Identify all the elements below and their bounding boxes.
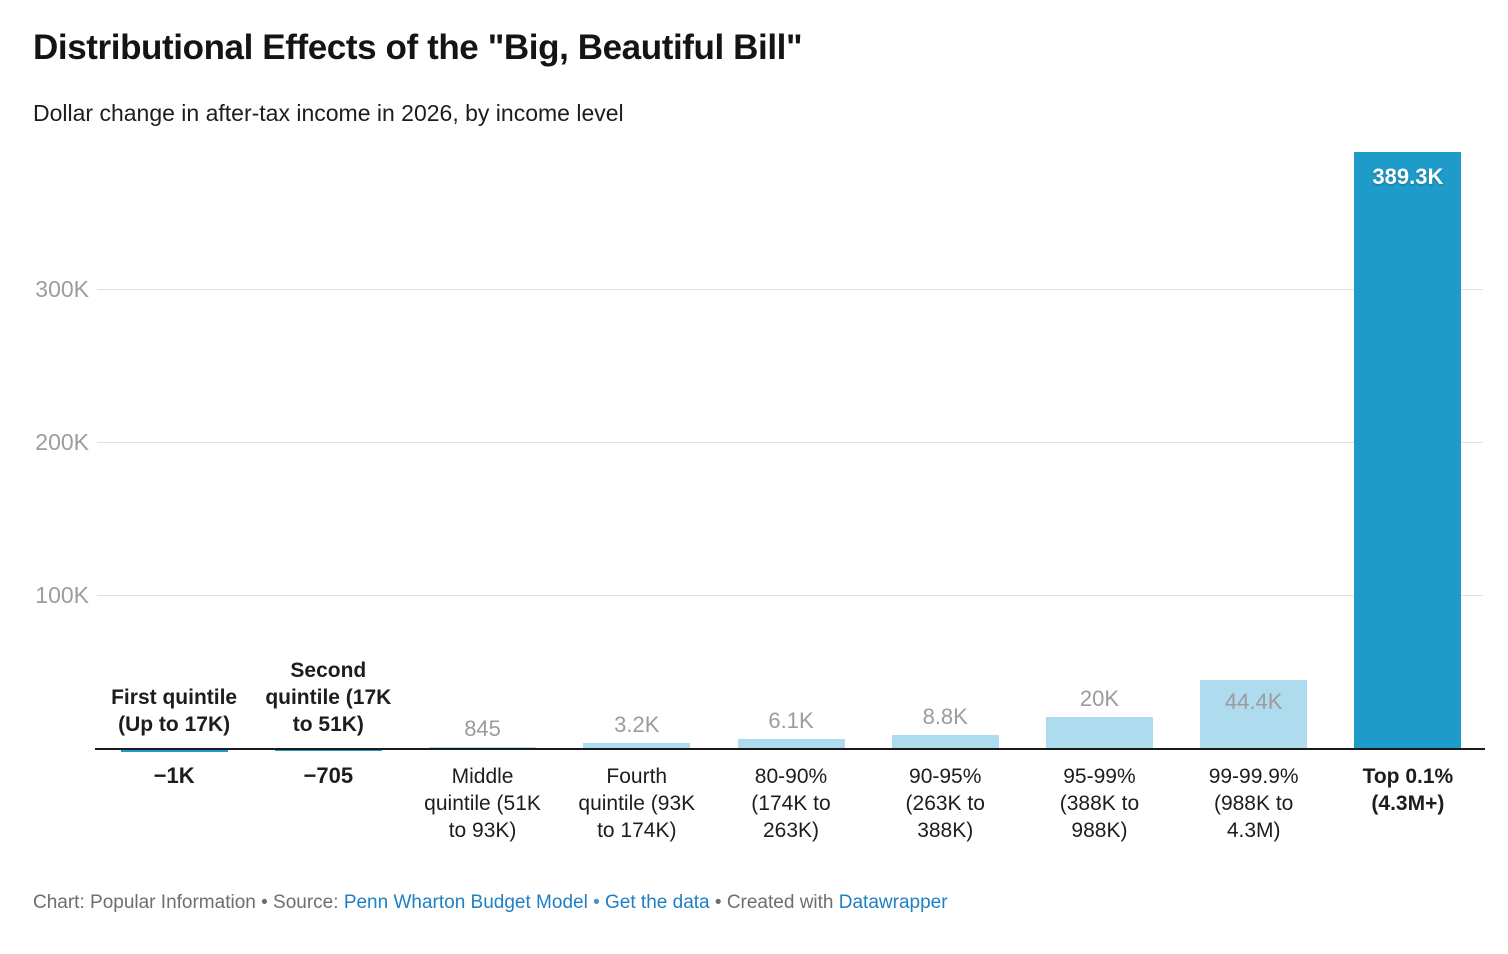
y-tick-label: 100K [35,581,89,608]
bar-8 [1200,680,1308,748]
bar-4 [583,743,691,748]
bar-category-label: Middle quintile (51K to 93K) [424,765,541,842]
bar-7 [1045,717,1153,748]
bar-category-label: 90-95% (263K to 388K) [905,765,985,842]
bar-category-label: 95-99% (388K to 988K) [1059,765,1140,842]
get-data-link[interactable]: Get the data [605,892,710,913]
bar-9 [1354,152,1462,748]
y-gridline [97,288,1483,290]
bar-value-label: 3.2K [614,712,660,737]
footer-credit: Chart: Popular Information • Source: Pen… [33,892,948,914]
y-tick-label: 300K [35,275,89,302]
bar-value-label: 20K [1079,686,1120,711]
bar-value-label: −705 [303,763,354,788]
bar-category-label: Fourth quintile (93K to 174K) [578,765,696,842]
bar-5 [737,739,845,748]
bar-value-label: 44.4K [1224,689,1283,714]
source-link[interactable]: Penn Wharton Budget Model [343,892,588,913]
y-gridline [97,594,1483,596]
bar-2 [274,750,382,751]
bar-category-label: First quintile (Up to 17K) [111,686,238,736]
bar-value-label: −1K [153,763,195,788]
bar-category-label: Second quintile (17K to 51K) [265,659,392,736]
y-gridline [97,441,1483,443]
bar-value-label: 389.3K [1372,164,1444,189]
bar-category-label: 80-90% (174K to 263K) [751,765,831,842]
bar-category-label: Top 0.1% (4.3M+) [1362,765,1454,815]
bar-category-label: 99-99.9% (988K to 4.3M) [1208,765,1299,842]
page-title: Distributional Effects of the "Big, Beau… [33,28,803,67]
page-subtitle: Dollar change in after-tax income in 202… [33,100,624,126]
separator-blue: • [587,892,606,913]
credit-text: Chart: Popular Information • Source: [33,892,344,913]
y-tick-label: 200K [35,428,89,455]
bar-value-label: 8.8K [922,704,968,729]
datawrapper-link[interactable]: Datawrapper [838,892,948,913]
x-axis-line [95,748,1485,750]
bar-6 [891,735,999,748]
bar-3 [429,747,537,748]
bar-value-label: 6.1K [768,708,814,733]
bar-value-label: 845 [464,716,501,741]
bar-1 [120,750,228,752]
created-with-text: • Created with [709,892,839,913]
